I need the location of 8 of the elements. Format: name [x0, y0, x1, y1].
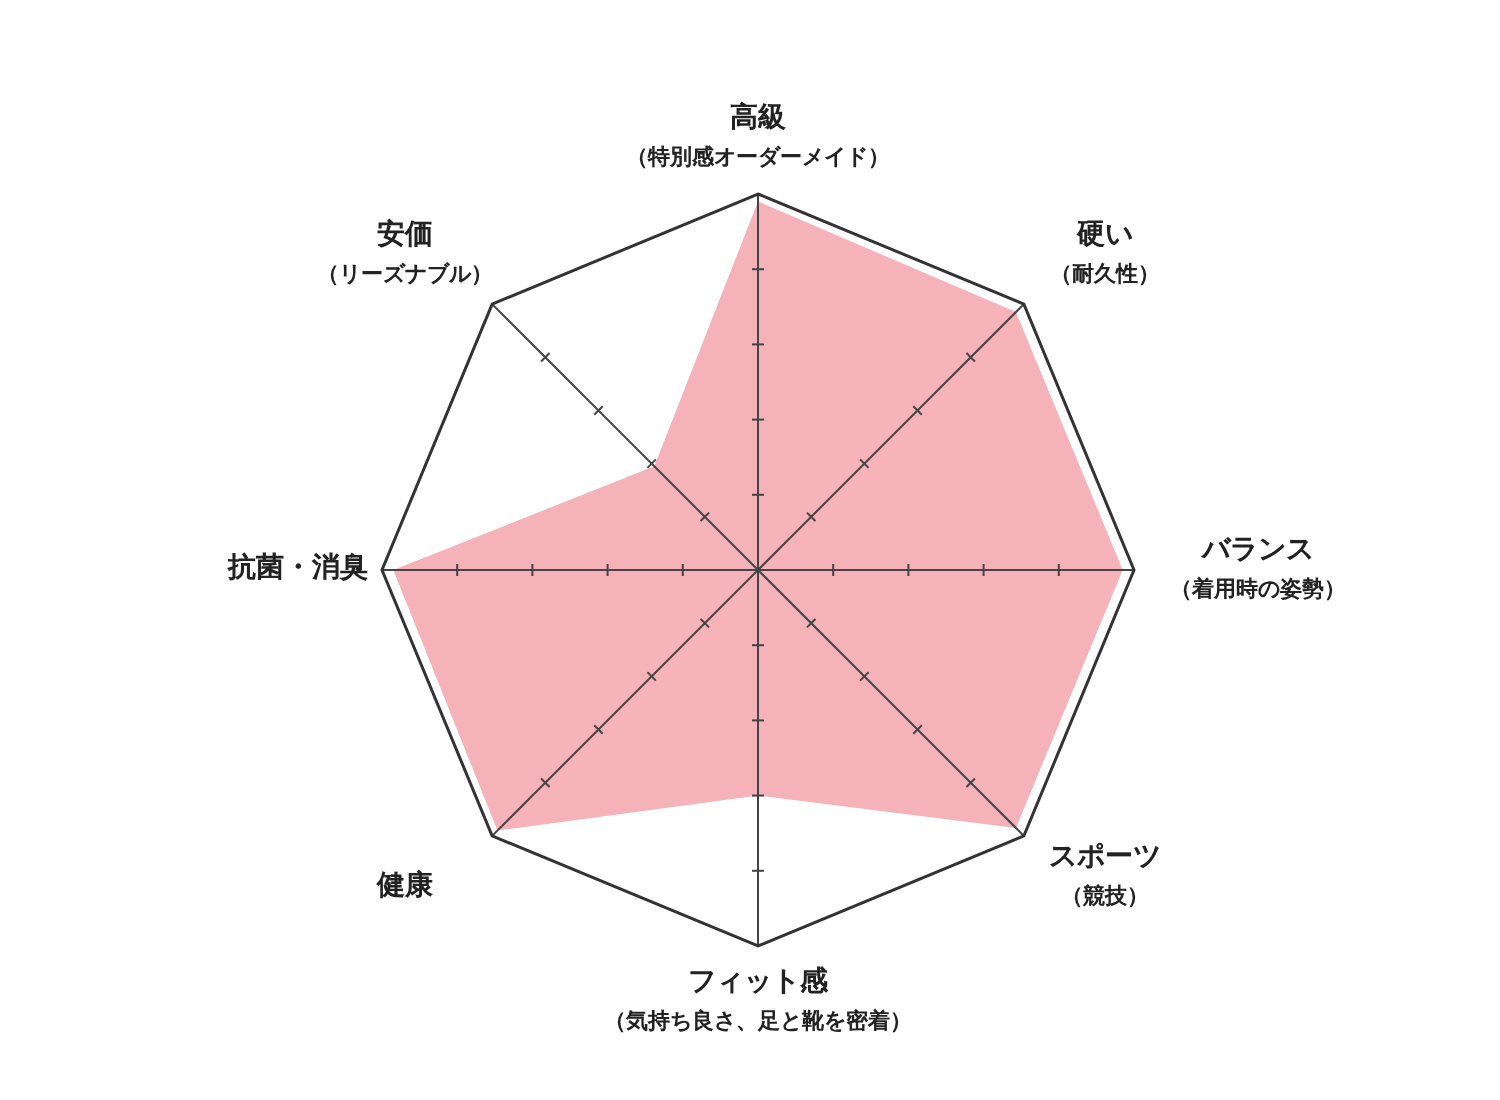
spoke-label: バランス（着用時の姿勢）: [1170, 534, 1346, 602]
spoke-label: 高級（特別感オーダーメイド）: [626, 100, 890, 170]
spoke-label: 抗菌・消臭: [226, 552, 368, 584]
spoke-label: 硬い（耐久性）: [1049, 218, 1160, 287]
spoke-label: スポーツ（競技）: [1048, 841, 1161, 910]
spoke-label: 健康: [375, 868, 436, 903]
spoke-label: フィット感（気持ち良さ、足と靴を密着）: [604, 966, 912, 1034]
spoke-label: 安価（リーズナブル）: [317, 216, 494, 287]
